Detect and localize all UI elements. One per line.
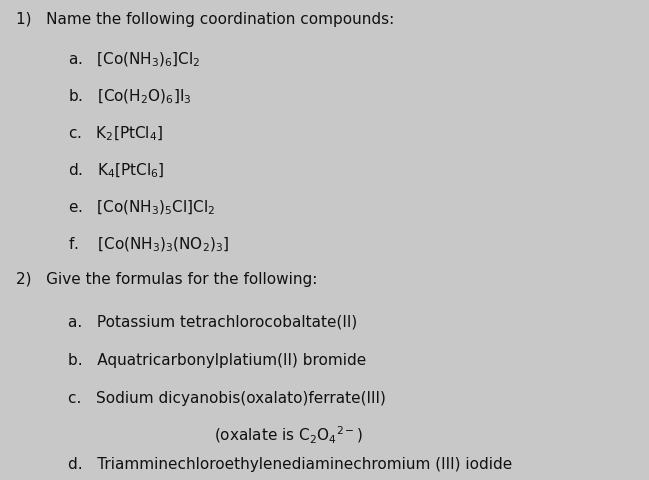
Text: d.   K$_4$[PtCl$_6$]: d. K$_4$[PtCl$_6$] [68, 161, 165, 180]
Text: 1)   Name the following coordination compounds:: 1) Name the following coordination compo… [16, 12, 395, 27]
Text: (oxalate is C$_2$O$_4$$^{2-}$): (oxalate is C$_2$O$_4$$^{2-}$) [214, 425, 363, 446]
Text: b.   [Co(H$_2$O)$_6$]I$_3$: b. [Co(H$_2$O)$_6$]I$_3$ [68, 87, 192, 106]
Text: d.   Triamminechloroethylenediaminechromium (III) iodide: d. Triamminechloroethylenediaminechromiu… [68, 457, 513, 472]
Text: e.   [Co(NH$_3$)$_5$Cl]Cl$_2$: e. [Co(NH$_3$)$_5$Cl]Cl$_2$ [68, 198, 215, 216]
Text: a.   [Co(NH$_3$)$_6$]Cl$_2$: a. [Co(NH$_3$)$_6$]Cl$_2$ [68, 50, 201, 69]
Text: b.   Aquatricarbonylplatium(II) bromide: b. Aquatricarbonylplatium(II) bromide [68, 353, 367, 368]
Text: a.   Potassium tetrachlorocobaltate(II): a. Potassium tetrachlorocobaltate(II) [68, 314, 358, 329]
Text: c.   Sodium dicyanobis(oxalato)ferrate(III): c. Sodium dicyanobis(oxalato)ferrate(III… [68, 391, 386, 406]
Text: c.   K$_2$[PtCl$_4$]: c. K$_2$[PtCl$_4$] [68, 124, 164, 143]
Text: 2)   Give the formulas for the following:: 2) Give the formulas for the following: [16, 272, 317, 287]
Text: f.    [Co(NH$_3$)$_3$(NO$_2$)$_3$]: f. [Co(NH$_3$)$_3$(NO$_2$)$_3$] [68, 235, 230, 253]
